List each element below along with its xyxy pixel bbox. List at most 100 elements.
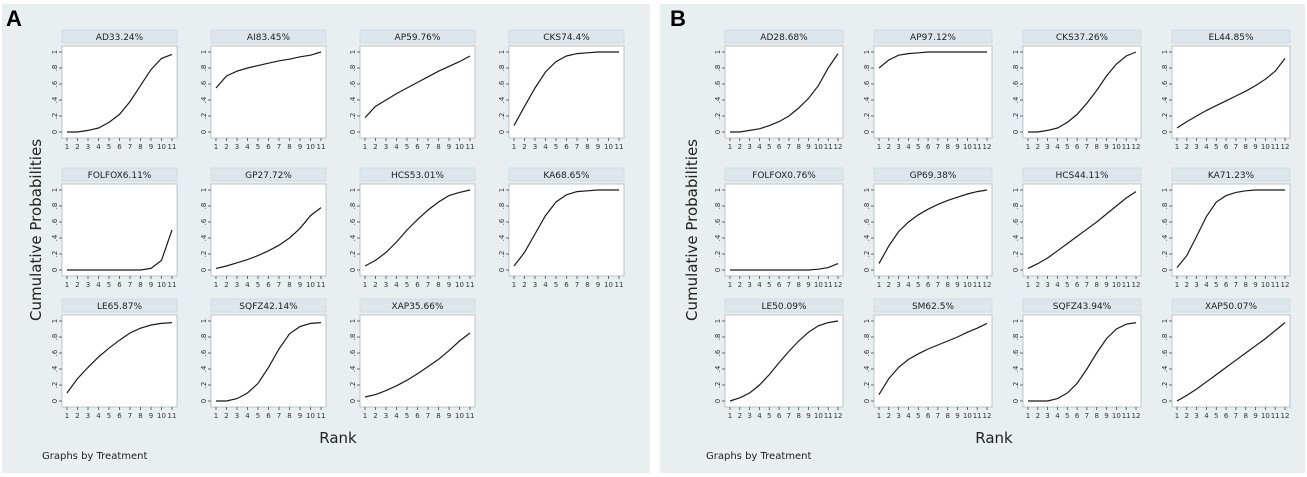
- panel-a-subplot-7-xtick-label: 8: [436, 281, 440, 289]
- panel-a-subplot-5-title-strip: [61, 167, 178, 182]
- panel-a-subplot-1-ytick-label: 1: [51, 50, 59, 54]
- panel-a-subplot-8-xtick-label: 2: [522, 281, 526, 289]
- panel-a-subplot-5-title: FOLFOX6.11%: [88, 171, 152, 181]
- panel-a-subplot-3-xtick-label: 11: [466, 143, 475, 151]
- panel-b-subplot-7-title-strip: [1022, 167, 1142, 182]
- panel-b-subplot-3-ytick-label: 0: [1012, 130, 1020, 134]
- panel-b-subplot-8-title-strip: [1171, 167, 1291, 182]
- panel-a-subplot-5-xtick-label: 4: [96, 281, 101, 289]
- panel-a-subplot-1-xtick-label: 4: [96, 143, 101, 151]
- panel-b-subplot-8-xtick-label: 8: [1243, 281, 1247, 289]
- panel-b-subplot-11-title: SQFZ43.94%: [1053, 302, 1112, 312]
- panel-a-subplot-5-series-line: [67, 229, 173, 271]
- panel-a-subplot-11-title: XAP35.66%: [391, 302, 444, 312]
- panel-a-subplot-11-plot-area: [359, 314, 476, 408]
- panel-a-subplot-9-xtick-label: 9: [149, 412, 153, 420]
- panel-b-subplot-2-ytick-label: 0: [863, 130, 871, 134]
- panel-b-subplot-10-title-strip: [873, 298, 993, 313]
- panel-b-subplot-4-ytick-label: .8: [1161, 65, 1169, 72]
- panel-b-subplot-12-xtick-label: 8: [1243, 412, 1247, 420]
- panel-b-subplot-5-xtick-label: 1: [728, 281, 732, 289]
- panel-b-subplot-6-xtick-label: 6: [926, 281, 931, 289]
- panel-b-subplot-5-ytick-label: .6: [714, 218, 722, 225]
- panel-b-subplot-9-xtick-label: 12: [834, 412, 843, 420]
- panel-b-subplot-1-ytick-label: 1: [714, 50, 722, 54]
- panel-a-subplot-10-title: SQFZ42.14%: [239, 302, 298, 312]
- panel-b-subplot-6-xtick-label: 7: [936, 281, 940, 289]
- panel-b-subplot-1-ytick-label: .4: [714, 96, 722, 103]
- panel-b-subplot-7-xtick-label: 1: [1026, 281, 1030, 289]
- panel-a-subplot-3-xtick-label: 10: [455, 143, 464, 151]
- panel-b-subplot-2-xtick-label: 6: [926, 143, 931, 151]
- panel-a-subplot-2-xtick-label: 10: [306, 143, 315, 151]
- panel-a-subplot-1-plot-area: [61, 45, 178, 139]
- panel-b-subplot-7-ytick-label: 1: [1012, 188, 1020, 192]
- panel-b-subplot-1-xtick-label: 7: [787, 143, 791, 151]
- panel-a-subplot-2-series-line: [215, 51, 322, 89]
- panel-a-subplot-11-xtick-label: 9: [447, 412, 451, 420]
- panel-a-subplot-4-xtick-label: 5: [554, 143, 558, 151]
- panel-a-subplot-1-title: AD33.24%: [96, 33, 144, 43]
- panel-b-subplot-12-series-line: [1176, 322, 1286, 402]
- panel-b-subplot-10-title: SM62.5%: [912, 302, 955, 312]
- panel-b-subplot-10-xtick-label: 3: [896, 412, 900, 420]
- panel-b-subplot-6-xtick-label: 11: [973, 281, 982, 289]
- panel-a-subplot-2-xtick-label: 8: [287, 143, 291, 151]
- panel-a-subplot-5-ytick-label: .6: [51, 218, 59, 225]
- panel-b-subplot-5-xtick-label: 2: [738, 281, 742, 289]
- panel-a-subplot-7-title-strip: [359, 167, 476, 182]
- panel-a-subplot-10-xtick-label: 7: [277, 412, 281, 420]
- panel-b-subplot-7-xtick-label: 8: [1094, 281, 1098, 289]
- panel-b-subplot-6-title-strip: [873, 167, 993, 182]
- panel-b-subplot-9-plot-area: [724, 314, 844, 408]
- panel-b-subplot-4-ytick-label: 0: [1161, 130, 1169, 134]
- panel-a-subplot-11-xtick-label: 5: [405, 412, 409, 420]
- panel-b-subplot-1-series-line: [730, 53, 839, 133]
- panel-b-subplot-10-xtick-label: 4: [906, 412, 911, 420]
- panel-b-subplot-8-xtick-label: 11: [1271, 281, 1280, 289]
- panel-b-subplot-11-series-line: [1028, 322, 1137, 402]
- panel-b-subplot-4-xtick-label: 6: [1224, 143, 1229, 151]
- panel-b-subplot-9-ytick-label: .6: [714, 349, 722, 356]
- panel-b-subplot-8-xtick-label: 5: [1214, 281, 1218, 289]
- panel-a-subplot-8-xtick-label: 8: [585, 281, 589, 289]
- panel-b-subplot-10-xtick-label: 11: [973, 412, 982, 420]
- panel-b-subplot-3-plot-area: [1022, 45, 1142, 139]
- panel-b-subplot-3-xtick-label: 7: [1085, 143, 1089, 151]
- panel-b-subplot-12-xtick-label: 9: [1253, 412, 1257, 420]
- panel-a-subplot-4-xtick-label: 11: [615, 143, 624, 151]
- panel-b-subplot-7-ytick-label: 0: [1012, 268, 1020, 272]
- panel-a-subplot-2-title-strip: [210, 29, 327, 44]
- panel-a-subplot-6-xtick-label: 1: [214, 281, 218, 289]
- panel-b-subplot-6-xtick-label: 10: [963, 281, 972, 289]
- panel-b-subplot-9-xtick-label: 9: [806, 412, 810, 420]
- panel-b-subplot-2-ytick-label: .2: [863, 113, 871, 120]
- panel-b-subplot-2-xtick-label: 5: [916, 143, 920, 151]
- panel-a-subplot-9-xtick-label: 3: [86, 412, 90, 420]
- panel-a-subplot-6-xtick-label: 2: [224, 281, 228, 289]
- panel-b-subplot-11-ytick-label: .2: [1012, 382, 1020, 389]
- panel-a-subplot-10-plot-area: [210, 314, 327, 408]
- panel-a-subplot-9-xtick-label: 10: [157, 412, 166, 420]
- panel-a-subplot-2-xtick-label: 2: [224, 143, 228, 151]
- panel-a-subplot-2-ytick-label: .6: [200, 80, 208, 87]
- panel-a-subplot-3-ytick-label: .6: [349, 80, 357, 87]
- panel-a-subplot-3-ytick-label: .4: [349, 96, 357, 103]
- panel-a-subplot-8-ytick-label: .2: [498, 251, 506, 258]
- panel-a-subplot-11-xtick-label: 10: [455, 412, 464, 420]
- panel-a-subplot-4-ytick-label: 0: [498, 130, 506, 134]
- panel-b-subplot-6-plot-area: [873, 183, 993, 277]
- panel-a-subplot-7-ytick-label: .4: [349, 234, 357, 241]
- panel-a-subplot-3-xtick-label: 6: [415, 143, 420, 151]
- panel-b-subplot-3-series-line: [1028, 51, 1137, 133]
- panel-a-subplot-9-title-strip: [61, 298, 178, 313]
- panel-b-subplot-6-ytick-label: 0: [863, 268, 871, 272]
- panel-a-note: Graphs by Treatment: [42, 451, 147, 462]
- panel-b-subplot-8-ytick-label: 1: [1161, 188, 1169, 192]
- panel-a-subplot-6-xtick-label: 7: [277, 281, 281, 289]
- panel-b-subplot-2-ytick-label: 1: [863, 50, 871, 54]
- panel-b-subplot-11-xtick-label: 9: [1104, 412, 1108, 420]
- panel-a-subplot-10-xtick-label: 6: [266, 412, 271, 420]
- panel-a-subplot-11-xtick-label: 11: [466, 412, 475, 420]
